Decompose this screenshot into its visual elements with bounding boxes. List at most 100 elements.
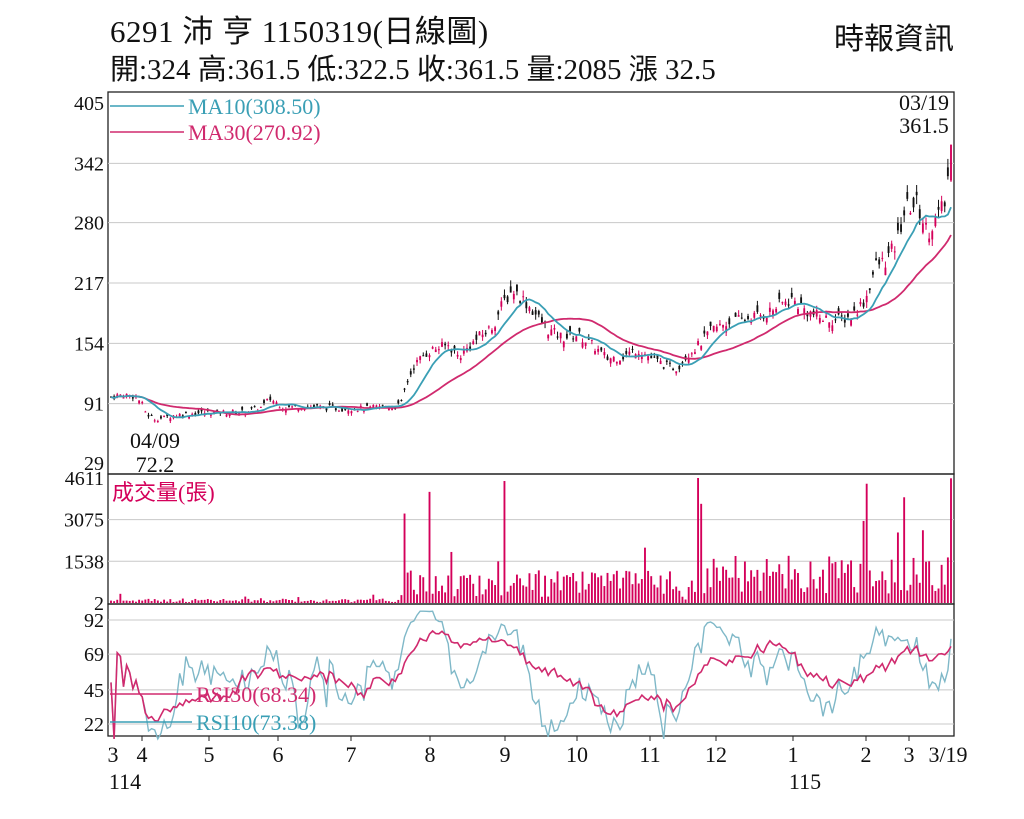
- volume-bar: [569, 576, 571, 603]
- volume-bar: [940, 564, 943, 603]
- candle-body: [946, 167, 949, 177]
- volume-bar: [559, 590, 562, 603]
- volume-bar: [700, 503, 703, 603]
- volume-bar: [384, 600, 387, 603]
- candle-body: [665, 360, 668, 362]
- candle-body: [856, 314, 859, 316]
- candle-body: [494, 327, 497, 332]
- volume-bar: [678, 590, 681, 603]
- volume-bar: [197, 600, 200, 603]
- candle-body: [428, 355, 431, 358]
- candle-body: [366, 403, 368, 406]
- price-tick-label: 29: [84, 453, 104, 475]
- volume-bar: [231, 600, 234, 603]
- volume-bar: [216, 601, 219, 603]
- rsi-tick-label: 92: [84, 610, 104, 632]
- volume-bar: [450, 551, 453, 603]
- volume-bar: [622, 577, 625, 603]
- volume-bar: [278, 599, 281, 603]
- month-label: 12: [705, 742, 727, 767]
- volume-bar: [887, 593, 890, 603]
- candle-body: [478, 331, 481, 336]
- year-label: 114: [109, 769, 141, 794]
- volume-bar: [603, 586, 606, 603]
- volume-bar: [562, 576, 565, 603]
- volume-bar: [640, 579, 643, 603]
- volume-bar: [266, 602, 269, 603]
- volume-bar: [153, 599, 156, 603]
- volume-bar: [150, 601, 153, 603]
- candle-body: [519, 301, 522, 303]
- candle-body: [847, 313, 849, 317]
- volume-bar: [818, 576, 821, 603]
- volume-bar: [943, 584, 946, 603]
- volume-bar: [269, 600, 272, 603]
- volume-bar: [191, 600, 194, 603]
- ohlc-summary: 開:324 高:361.5 低:322.5 收:361.5 量:2085 漲 3…: [110, 54, 716, 86]
- volume-bar: [172, 601, 175, 603]
- volume-bar: [631, 584, 634, 603]
- candle-body: [216, 409, 219, 411]
- volume-bar: [144, 599, 147, 603]
- candle-body: [431, 347, 434, 349]
- volume-bar: [175, 601, 178, 603]
- volume-bar: [728, 577, 731, 603]
- month-label: 8: [425, 742, 436, 767]
- volume-bar: [740, 591, 743, 603]
- candle-body: [197, 410, 200, 414]
- volume-bar: [575, 581, 578, 603]
- volume-bar: [653, 584, 656, 603]
- candle-body: [253, 406, 256, 408]
- candle-body: [881, 257, 884, 259]
- volume-bar: [185, 601, 187, 603]
- volume-bar: [584, 589, 587, 603]
- candle-body: [575, 336, 578, 342]
- candle-body: [125, 393, 128, 396]
- candle-body: [163, 415, 166, 417]
- volume-bar: [341, 599, 344, 603]
- volume-bar: [447, 575, 450, 603]
- candle-body: [628, 351, 631, 355]
- month-label: 9: [500, 742, 511, 767]
- candle-body: [706, 331, 709, 336]
- candle-body: [484, 332, 487, 335]
- volume-bar: [828, 556, 831, 603]
- volume-bar: [519, 578, 522, 603]
- volume-bar: [366, 599, 368, 603]
- volume-bar: [469, 574, 472, 603]
- candle-body: [472, 341, 475, 345]
- candle-body: [940, 201, 943, 212]
- candle-body: [740, 317, 743, 319]
- rsi-tick-label: 45: [84, 680, 104, 702]
- volume-bar: [160, 601, 162, 603]
- candle-body: [878, 259, 881, 265]
- volume-bar: [209, 599, 212, 603]
- candle-body: [556, 336, 559, 338]
- candle-body: [284, 409, 287, 413]
- month-label: 5: [204, 742, 215, 767]
- volume-bar: [815, 588, 818, 603]
- volume-bar: [856, 592, 859, 603]
- candle-body: [831, 325, 834, 332]
- volume-bar: [625, 570, 628, 603]
- low-value-annotation: 72.2: [136, 452, 175, 477]
- candle-body: [800, 297, 803, 305]
- candle-body: [462, 349, 465, 354]
- volume-bar: [347, 599, 350, 603]
- month-label: 4: [137, 742, 148, 767]
- volume-bar: [259, 598, 262, 603]
- volume-bar: [338, 600, 340, 603]
- candle-body: [122, 397, 125, 399]
- volume-bar: [706, 568, 709, 603]
- candle-body: [241, 406, 244, 410]
- last-date-annotation: 03/19: [899, 90, 949, 115]
- volume-bar: [712, 558, 715, 603]
- volume-bar: [331, 600, 334, 603]
- volume-bar: [578, 592, 581, 603]
- volume-bar: [344, 599, 347, 603]
- volume-bar: [750, 570, 753, 603]
- volume-bar: [590, 572, 593, 603]
- volume-bar: [525, 586, 528, 603]
- candle-body: [653, 356, 656, 358]
- candle-body: [672, 368, 675, 371]
